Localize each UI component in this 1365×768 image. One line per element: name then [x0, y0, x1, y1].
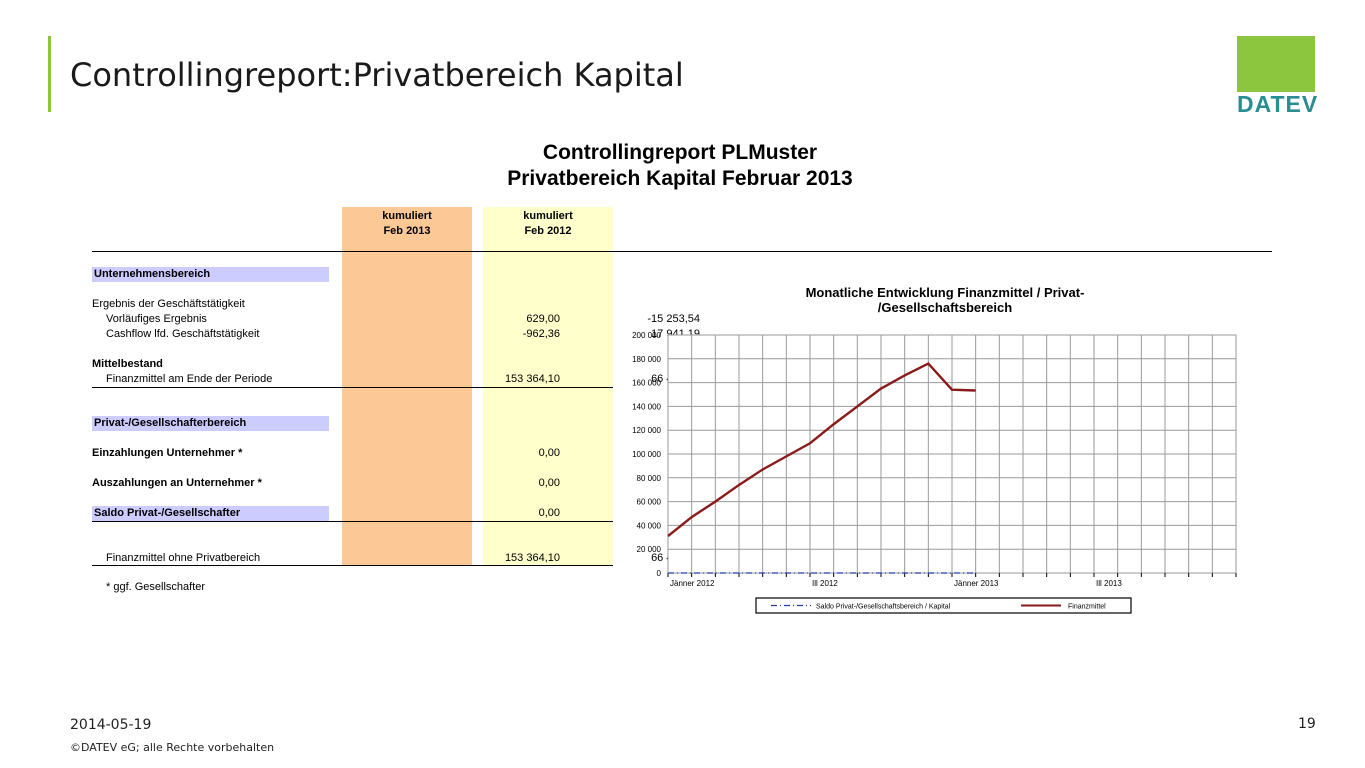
row-value-2013: -962,36 [522, 328, 560, 340]
column-feb-2012-background [483, 207, 613, 565]
section-privat-gesellschafterbereich: Privat-/Gesellschafterbereich [92, 416, 329, 431]
title-accent-bar [48, 36, 51, 112]
chart-title-line2: /Gesellschaftsbereich [877, 300, 1013, 315]
y-tick-label: 60 000 [637, 498, 662, 507]
column-header-a-line2: Feb 2013 [383, 225, 431, 237]
y-tick-label: 80 000 [637, 474, 662, 483]
row-rule [92, 565, 613, 566]
page-number: 19 [1298, 716, 1316, 732]
y-tick-label: 120 000 [632, 426, 661, 435]
row-value-2013: 0,00 [538, 447, 560, 459]
footnote: * ggf. Gesellschafter [106, 581, 206, 593]
x-tick-label: Ill 2012 [812, 579, 838, 588]
y-tick-label: 200 000 [632, 331, 661, 340]
y-tick-label: 140 000 [632, 402, 661, 411]
row-value-2013: 153 364,10 [504, 552, 560, 564]
logo-text: DATEV [1237, 91, 1319, 117]
series-line-finanzmittel [667, 362, 976, 538]
column-header-feb-2013: kumuliert Feb 2013 [342, 209, 472, 239]
legend-label-saldo: Saldo Privat-/Gesellschaftsbereich / Kap… [816, 604, 951, 611]
chart-legend [755, 597, 1132, 614]
y-tick-label: 20 000 [637, 545, 662, 554]
row-label: Mittelbestand [92, 358, 163, 370]
y-tick-label: 0 [657, 569, 662, 578]
footer-date: 2014-05-19 [70, 717, 152, 733]
section-saldo-privat: Saldo Privat-/Gesellschafter [92, 506, 329, 521]
row-label: Finanzmittel ohne Privatbereich [106, 552, 261, 564]
column-header-b-line2: Feb 2012 [524, 225, 572, 237]
row-value-2013: 0,00 [538, 477, 560, 489]
y-tick-label: 40 000 [637, 521, 662, 530]
row-value-2013: 0,00 [538, 507, 560, 519]
row-label: Auszahlungen an Unternehmer * [92, 477, 262, 489]
report-title: Controllingreport PLMuster Privatbereich… [380, 140, 980, 192]
section-unternehmensbereich: Unternehmensbereich [92, 267, 329, 282]
row-label: Cashflow lfd. Geschäftstätigkeit [106, 328, 260, 340]
legend-label-finanzmittel: Finanzmittel [1068, 604, 1106, 611]
row-value-2013: 629,00 [526, 313, 560, 325]
y-tick-label: 100 000 [632, 450, 661, 459]
logo-green-square [1237, 36, 1315, 92]
datev-logo: DATEV [1237, 36, 1317, 116]
chart-title-line1: Monatliche Entwicklung Finanzmittel / Pr… [805, 285, 1085, 300]
y-tick-label: 180 000 [632, 355, 661, 364]
report-title-line2: Privatbereich Kapital Februar 2013 [507, 167, 853, 190]
finanzmittel-line-chart: 0 20 000 40 000 60 000 80 000 100 000 120 000 1… [632, 331, 1237, 614]
column-header-feb-2012: kumuliert Feb 2012 [483, 209, 613, 239]
row-label: Finanzmittel am Ende der Periode [106, 373, 273, 385]
row-label: Einzahlungen Unternehmer * [92, 447, 243, 459]
x-tick-label: Jänner 2013 [954, 579, 999, 588]
x-tick-label: Ill 2013 [1096, 579, 1122, 588]
chart-title: Monatliche Entwicklung Finanzmittel / Pr… [720, 285, 1170, 315]
column-feb-2013-background [342, 207, 472, 565]
footer-copyright: ©DATEV eG; alle Rechte vorbehalten [70, 741, 275, 754]
row-rule [92, 521, 613, 522]
slide-title: Controllingreport:Privatbereich Kapital [70, 56, 684, 94]
x-tick-label: Jänner 2012 [670, 579, 715, 588]
header-rule [92, 251, 1272, 252]
y-tick-label: 160 000 [632, 379, 661, 388]
row-rule [92, 387, 613, 388]
row-value-2012: -15 253,54 [647, 313, 700, 325]
report-title-line1: Controllingreport PLMuster [542, 141, 818, 164]
row-label: Ergebnis der Geschäftstätigkeit [92, 298, 245, 310]
column-header-b-line1: kumuliert [523, 210, 573, 222]
row-value-2013: 153 364,10 [504, 373, 560, 385]
column-header-a-line1: kumuliert [382, 210, 432, 222]
row-label: Vorläufiges Ergebnis [106, 313, 207, 325]
